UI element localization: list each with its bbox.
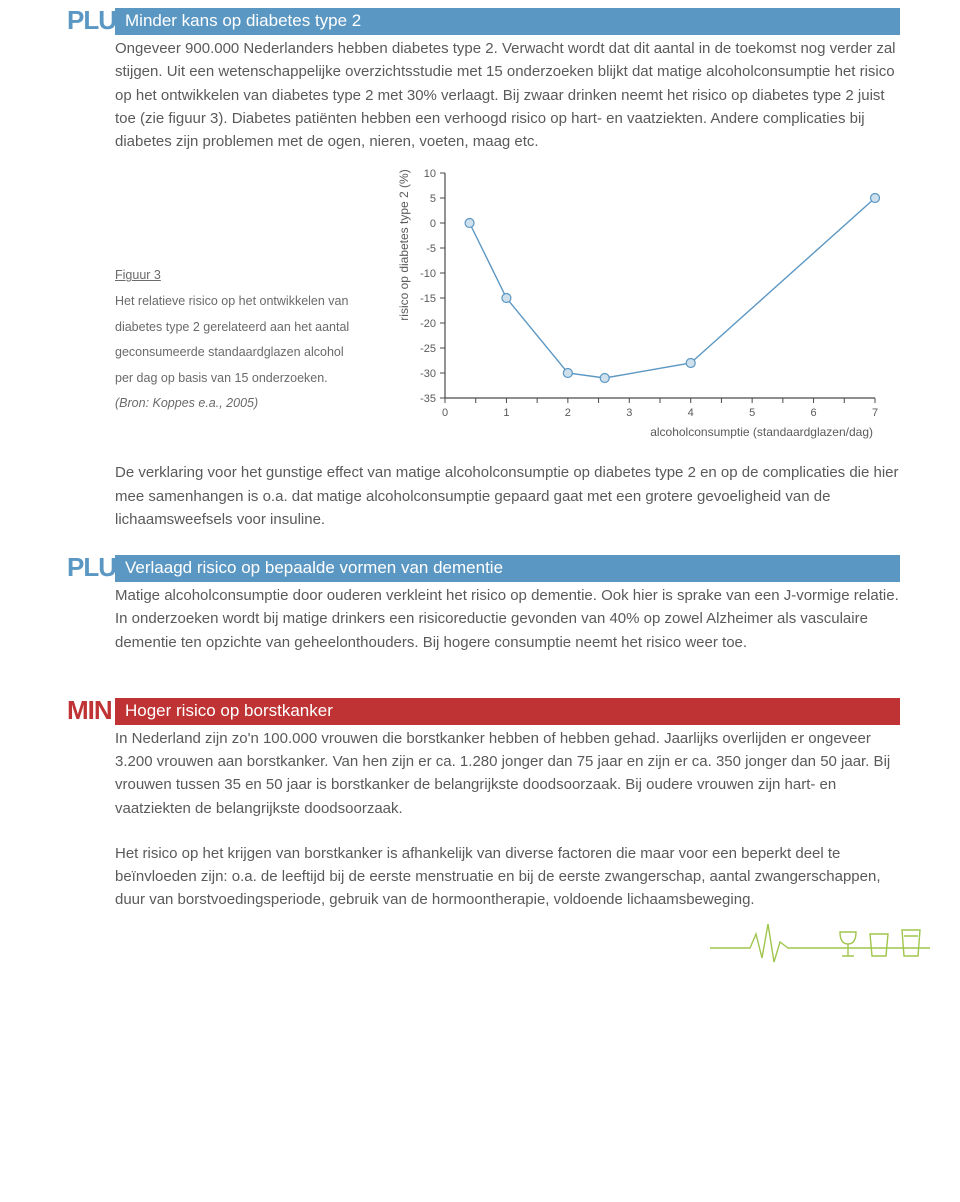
section-title: Hoger risico op borstkanker [115, 698, 900, 725]
svg-text:alcoholconsumptie (standaardgl: alcoholconsumptie (standaardglazen/dag) [650, 425, 873, 439]
svg-text:3: 3 [626, 407, 632, 419]
plus-badge: PLUS [67, 8, 113, 31]
svg-text:0: 0 [430, 218, 436, 230]
figure-source: (Bron: Koppes e.a., 2005) [115, 396, 258, 410]
body-paragraph: In Nederland zijn zo'n 100.000 vrouwen d… [115, 727, 900, 820]
body-paragraph: Matige alcoholconsumptie door ouderen ve… [115, 584, 900, 654]
svg-text:-15: -15 [420, 293, 436, 305]
svg-text:-5: -5 [426, 243, 436, 255]
figure-caption: Figuur 3 Het relatieve risico op het ont… [115, 163, 390, 453]
svg-text:risico op diabetes type 2 (%): risico op diabetes type 2 (%) [397, 170, 411, 321]
figure-caption-line: Het relatieve risico op het ontwikkelen … [115, 294, 348, 308]
body-paragraph: De verklaring voor het gunstige effect v… [115, 461, 900, 531]
svg-text:10: 10 [424, 168, 436, 180]
body-paragraph: Ongeveer 900.000 Nederlanders hebben dia… [115, 37, 900, 153]
svg-text:-35: -35 [420, 393, 436, 405]
section-title: Verlaagd risico op bepaalde vormen van d… [115, 555, 900, 582]
footer-decoration-icon [710, 916, 930, 966]
svg-text:4: 4 [688, 407, 694, 419]
svg-text:5: 5 [430, 193, 436, 205]
diabetes-chart: 10 5 0 -5 -10 -15 -20 -25 -30 -35 0 1 2 3 4 5 6 7 risico o… [390, 163, 890, 453]
svg-text:2: 2 [565, 407, 571, 419]
section-head: PLUS Verlaagd risico op bepaalde vormen … [115, 555, 900, 582]
body-paragraph: Het risico op het krijgen van borstkanke… [115, 842, 900, 912]
section-title: Minder kans op diabetes type 2 [115, 8, 900, 35]
figure-label: Figuur 3 [115, 263, 390, 289]
svg-text:0: 0 [442, 407, 448, 419]
svg-text:5: 5 [749, 407, 755, 419]
figure-row: Figuur 3 Het relatieve risico op het ont… [115, 163, 900, 453]
min-badge: MIN [67, 698, 113, 721]
svg-text:6: 6 [811, 407, 817, 419]
svg-text:-10: -10 [420, 268, 436, 280]
svg-text:-25: -25 [420, 343, 436, 355]
svg-text:-30: -30 [420, 368, 436, 380]
figure-caption-line: per dag op basis van 15 onderzoeken. [115, 371, 328, 385]
figure-caption-line: diabetes type 2 gerelateerd aan het aant… [115, 320, 349, 334]
svg-text:-20: -20 [420, 318, 436, 330]
svg-text:1: 1 [503, 407, 509, 419]
section-head: MIN Hoger risico op borstkanker [115, 698, 900, 725]
svg-text:7: 7 [872, 407, 878, 419]
figure-caption-line: geconsumeerde standaardglazen alcohol [115, 345, 344, 359]
section-diabetes: PLUS Minder kans op diabetes type 2 Onge… [115, 8, 900, 531]
plus-badge: PLUS [67, 555, 113, 578]
section-dementie: PLUS Verlaagd risico op bepaalde vormen … [115, 555, 900, 654]
chart-container: 10 5 0 -5 -10 -15 -20 -25 -30 -35 0 1 2 3 4 5 6 7 risico o… [390, 163, 900, 453]
section-borstkanker: MIN Hoger risico op borstkanker In Neder… [115, 698, 900, 912]
section-head: PLUS Minder kans op diabetes type 2 [115, 8, 900, 35]
